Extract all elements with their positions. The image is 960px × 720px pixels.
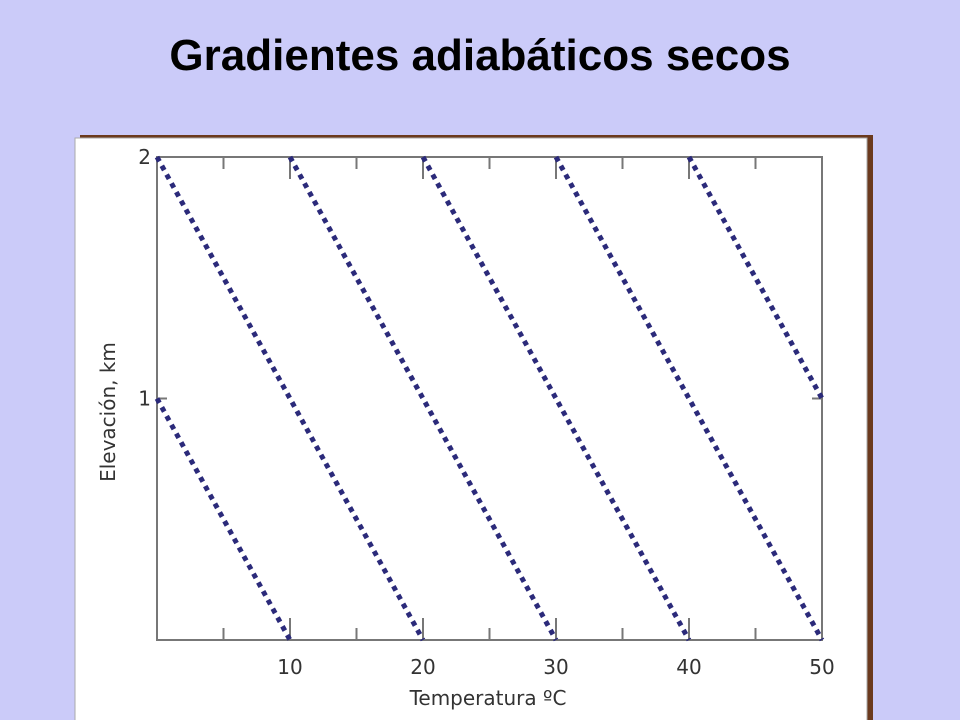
x-tick-label: 40: [676, 655, 701, 679]
y-axis-label: Elevación, km: [96, 342, 120, 482]
panel: [74, 137, 868, 720]
y-tick-label: 1: [138, 387, 151, 411]
x-tick-label: 10: [277, 655, 302, 679]
adiabat-line: [154, 155, 426, 642]
y-tick-label: 2: [138, 145, 151, 169]
x-tick-label: 50: [809, 655, 834, 679]
adiabat-line: [287, 155, 559, 642]
slide-title: Gradientes adiabáticos secos: [169, 31, 790, 80]
x-tick-label: 30: [543, 655, 568, 679]
x-tick-label: 20: [410, 655, 435, 679]
x-axis-label: Temperatura ºC: [409, 686, 567, 710]
plot: 10 20 30 40 50 1 2: [138, 145, 834, 679]
adiabat-line: [420, 155, 692, 642]
adiabat-line: [553, 155, 825, 642]
